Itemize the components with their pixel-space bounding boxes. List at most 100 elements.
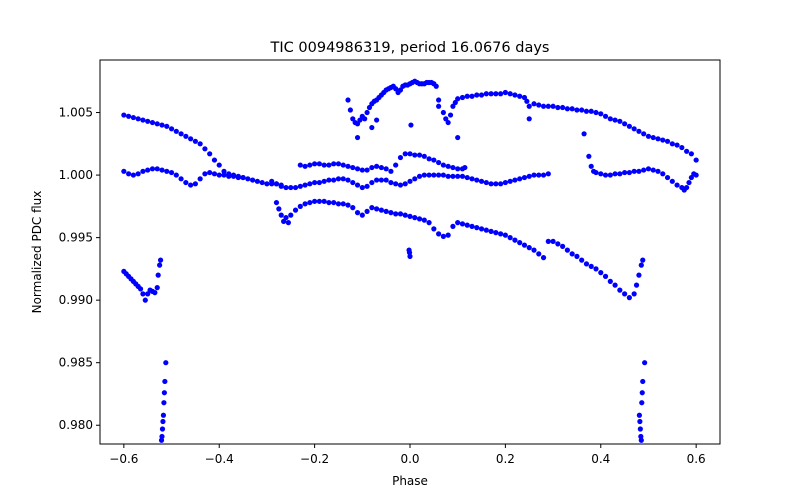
data-point (235, 174, 241, 181)
data-point (369, 164, 375, 171)
data-point (564, 247, 570, 253)
data-point (316, 161, 322, 167)
data-point (326, 199, 332, 206)
data-point (426, 156, 432, 162)
data-point (545, 171, 551, 177)
data-point (517, 240, 523, 246)
data-point (493, 91, 499, 97)
data-point (168, 169, 175, 176)
data-point (445, 173, 451, 179)
data-point (326, 162, 332, 168)
data-point (354, 121, 361, 127)
data-point (531, 172, 537, 178)
data-point (574, 107, 580, 113)
data-point (331, 199, 337, 206)
data-point (607, 278, 613, 284)
data-point (669, 141, 675, 147)
x-tick-label: −0.4 (205, 452, 234, 466)
data-point (288, 184, 294, 191)
data-point (440, 109, 446, 116)
data-point (126, 171, 132, 177)
data-point (540, 255, 547, 261)
data-point (378, 207, 384, 213)
data-point (350, 205, 356, 211)
data-point (536, 172, 542, 178)
data-point (312, 198, 318, 204)
data-point (512, 177, 518, 183)
data-point (168, 126, 175, 132)
data-point (202, 171, 208, 177)
data-point (640, 378, 646, 385)
data-point (436, 172, 442, 178)
data-point (478, 178, 485, 184)
x-tick-label: 0.6 (687, 452, 706, 466)
data-point (598, 111, 604, 117)
data-point (607, 116, 613, 122)
data-point (493, 181, 499, 187)
data-point (686, 179, 692, 186)
data-point (393, 181, 399, 187)
data-point (421, 217, 427, 223)
data-point (335, 201, 342, 207)
data-point (581, 131, 587, 137)
data-point (402, 181, 408, 187)
data-point (364, 167, 370, 173)
data-point (674, 182, 680, 188)
data-point (526, 245, 532, 251)
data-point (350, 116, 356, 122)
y-tick-label: 0.990 (59, 293, 93, 307)
data-point (250, 177, 256, 183)
data-point (221, 168, 227, 174)
data-point (493, 230, 499, 236)
data-point (583, 261, 590, 267)
data-point (226, 173, 232, 179)
data-point (640, 257, 646, 263)
data-point (560, 104, 566, 111)
data-point (278, 183, 284, 189)
data-point (641, 167, 647, 173)
y-tick-label: 0.985 (59, 356, 93, 370)
data-point (140, 168, 146, 174)
data-point (130, 172, 136, 178)
data-point (688, 151, 694, 157)
x-tick-label: 0.0 (400, 452, 419, 466)
data-point (612, 171, 618, 177)
data-point (426, 172, 432, 178)
data-point (607, 172, 613, 178)
chart-title: TIC 0094986319, period 16.0676 days (270, 40, 550, 56)
data-point (660, 171, 666, 177)
data-point (512, 92, 518, 98)
data-point (579, 107, 585, 113)
data-point (121, 112, 127, 118)
data-point (639, 390, 645, 396)
data-point (158, 437, 165, 443)
data-point (452, 99, 458, 106)
data-point (259, 179, 265, 186)
data-point (633, 282, 640, 288)
data-point (407, 213, 413, 219)
data-point (555, 104, 561, 111)
data-point (402, 151, 408, 157)
data-point (207, 151, 213, 157)
data-point (364, 183, 370, 189)
data-point (459, 221, 466, 227)
data-point (149, 119, 156, 126)
data-point (526, 173, 532, 179)
data-point (335, 176, 342, 182)
data-point (617, 287, 623, 293)
data-point (650, 167, 656, 173)
data-point (374, 117, 380, 123)
data-point (130, 114, 136, 121)
data-point (264, 181, 270, 187)
data-point (433, 83, 439, 89)
data-point (593, 109, 599, 116)
data-point (359, 167, 365, 173)
data-point (521, 242, 528, 248)
data-point (598, 270, 604, 276)
data-point (637, 418, 643, 425)
data-point (374, 163, 380, 169)
data-point (211, 157, 218, 163)
data-point (285, 220, 291, 226)
data-point (369, 179, 375, 186)
data-point (478, 226, 485, 232)
